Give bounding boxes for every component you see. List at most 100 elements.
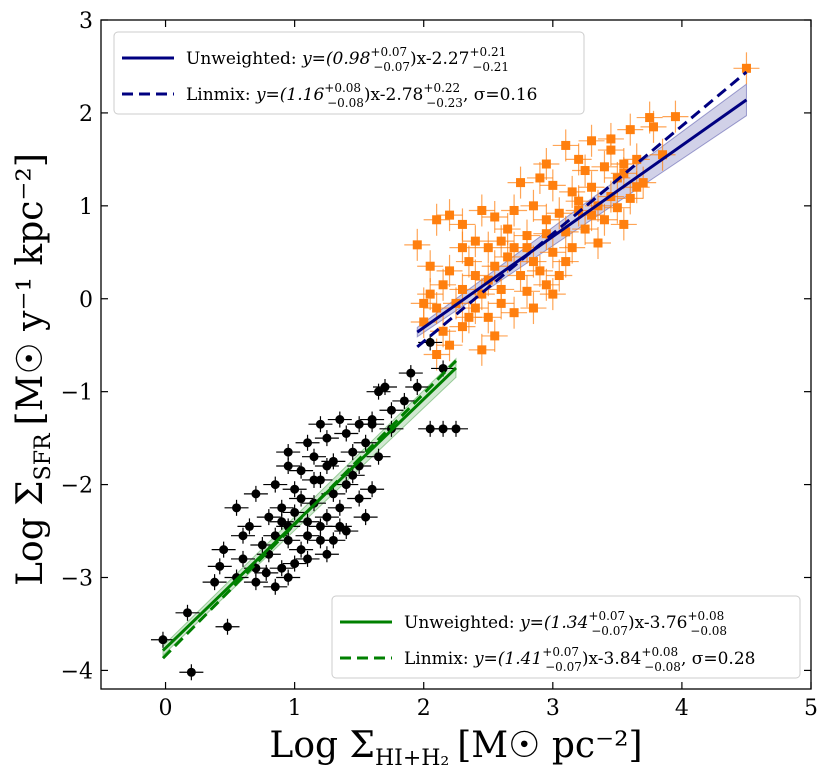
black-circles-point (224, 499, 249, 516)
black-circles-point (334, 425, 359, 442)
square-marker (483, 243, 493, 253)
circle-marker (451, 424, 461, 434)
circle-marker (264, 512, 274, 522)
black-circles-point (353, 509, 378, 526)
plot-frame (100, 19, 812, 690)
black-circles-point (150, 631, 175, 648)
square-marker (619, 168, 629, 178)
black-circles-point (405, 379, 430, 396)
orange-squares-point (481, 319, 508, 352)
orange-squares-point (533, 203, 560, 236)
black-circles-point (254, 564, 279, 581)
orange-squares-point (539, 169, 566, 202)
circle-marker (322, 512, 332, 522)
orange-squares-point (546, 197, 573, 230)
black-circles-point (444, 420, 468, 437)
black-circles-point (179, 664, 204, 681)
black-circles-point (282, 481, 307, 498)
y-tick-label: 2 (79, 102, 93, 127)
circle-marker (367, 484, 377, 494)
black-circles-point (327, 411, 352, 428)
orange-squares-point (423, 338, 450, 371)
square-marker (649, 122, 659, 132)
orange-squares-point (436, 199, 463, 232)
square-marker (490, 212, 500, 222)
legend-text-part: Unweighted: (186, 49, 302, 69)
legend-bottom-right: Unweighted: y=(1.34+0.07 −0.07)x-3.76+0.0… (331, 595, 801, 679)
circle-marker (283, 447, 293, 457)
orange-squares-point (449, 231, 476, 264)
black-circles-point (263, 578, 288, 595)
circle-marker (244, 521, 254, 531)
legend-text-part: y=(1.16 (255, 85, 325, 105)
legend-entry-text: Linmix: y=(1.41+0.07 −0.07)x-3.84+0.08 −0.… (404, 645, 755, 674)
x-tick-label: 2 (417, 696, 431, 721)
circle-marker (412, 382, 422, 392)
circle-marker (348, 470, 358, 480)
orange-squares-point (578, 124, 605, 157)
square-marker (490, 331, 500, 341)
square-marker (496, 298, 506, 308)
orange-squares-point (546, 259, 573, 292)
square-marker (419, 317, 429, 327)
orange-squares-point (585, 227, 611, 259)
circle-marker (425, 424, 435, 434)
square-marker (425, 289, 435, 299)
legend-entry-text: Unweighted: y=(0.98+0.07 −0.07)x-2.27+0.2… (186, 45, 509, 74)
circle-marker (322, 549, 332, 559)
black-circles-point (327, 499, 352, 516)
orange-squares-point (559, 231, 586, 264)
x-tick-label: 3 (546, 696, 560, 721)
legend-top-left: Unweighted: y=(0.98+0.07 −0.07)x-2.27+0.2… (113, 31, 585, 115)
orange-squares-point (617, 113, 644, 146)
square-marker (528, 201, 538, 211)
circle-marker (386, 405, 396, 415)
circle-marker (277, 563, 287, 573)
legend-text-part: +0.08 (324, 81, 361, 95)
black-circles-point (360, 481, 385, 498)
square-marker (457, 284, 467, 294)
legend-text-part: y=(1.34 (519, 613, 588, 633)
black-circles-point (269, 499, 294, 516)
circle-marker (354, 494, 364, 504)
orange-squares-point (610, 208, 637, 241)
square-marker (541, 159, 551, 169)
circle-marker (283, 461, 293, 471)
square-marker (483, 275, 493, 285)
legend-text-part: Unweighted: (404, 613, 520, 633)
orange-squares-point (578, 171, 605, 204)
orange-squares-point (526, 161, 553, 194)
square-marker (464, 257, 474, 267)
black-circles-point (379, 402, 404, 419)
legend-entry-text: Linmix: y=(1.16+0.08 −0.08)x-2.78+0.22 −0.… (186, 81, 537, 110)
x-tick-label: 5 (804, 696, 818, 721)
circle-marker (270, 582, 280, 592)
axis-ticks (101, 19, 812, 689)
square-marker (419, 298, 429, 308)
circle-marker (361, 438, 371, 448)
black-circles-point (366, 448, 391, 465)
orange-linmix-line (416, 70, 748, 349)
orange-squares-point (449, 310, 476, 343)
orange-squares-point (507, 259, 534, 292)
circle-marker (238, 531, 248, 541)
legend-box (331, 595, 801, 679)
orange-squares-point (662, 100, 689, 133)
square-marker (554, 208, 564, 218)
black-circles-point (353, 434, 378, 451)
black-circles-point (289, 490, 314, 507)
black-circles-point (243, 574, 268, 591)
circle-marker (380, 382, 390, 392)
square-marker (496, 236, 506, 246)
circle-marker (309, 475, 319, 485)
x-tick-label: 4 (675, 696, 689, 721)
circle-marker (341, 480, 351, 490)
square-marker (509, 205, 519, 215)
x-axis-title-main: Log Σ (269, 725, 375, 766)
circle-marker (399, 396, 409, 406)
legend-text-part: −0.07 (591, 624, 628, 638)
black-circles-point (340, 444, 365, 461)
black-circles-point (282, 504, 307, 521)
y-axis-title: Log ΣSFR [M☉ y⁻¹ kpc⁻²] (10, 153, 56, 586)
legend-text-part: +0.22 (423, 81, 460, 95)
